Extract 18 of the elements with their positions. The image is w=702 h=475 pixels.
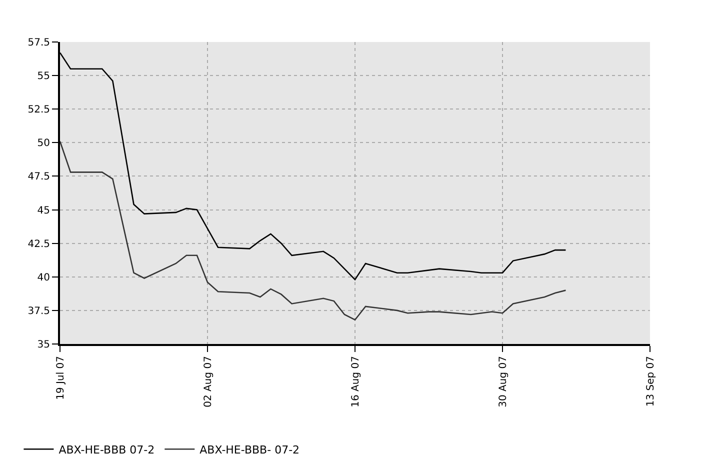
y-tick-label: 35 — [37, 340, 50, 350]
y-tick-label: 50 — [37, 138, 50, 150]
y-tick-label: 37.5 — [28, 306, 50, 317]
x-tick-label: 02 Aug 07 — [202, 356, 214, 408]
y-tick-label: 57.5 — [28, 38, 50, 48]
y-tick-label: 45 — [37, 205, 50, 216]
legend-label: ABX-HE-BBB- 07-2 — [200, 443, 300, 456]
y-tick-label: 47.5 — [28, 172, 50, 183]
x-tick-label: 13 Sep 07 — [645, 356, 656, 407]
x-tick-label: 19 Jul 07 — [55, 356, 66, 400]
y-tick-label: 42.5 — [28, 238, 50, 250]
y-tick-label: 40 — [37, 272, 50, 284]
x-tick-label: 30 Aug 07 — [498, 356, 509, 408]
y-tick-label: 55 — [37, 71, 50, 82]
x-tick-label: 16 Aug 07 — [350, 356, 362, 408]
line-series — [60, 140, 566, 320]
y-tick-label: 52.5 — [28, 104, 50, 116]
legend-label: ABX-HE-BBB 07-2 — [58, 443, 155, 456]
